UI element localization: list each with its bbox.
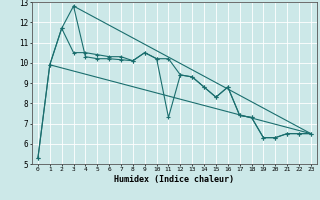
- X-axis label: Humidex (Indice chaleur): Humidex (Indice chaleur): [115, 175, 234, 184]
